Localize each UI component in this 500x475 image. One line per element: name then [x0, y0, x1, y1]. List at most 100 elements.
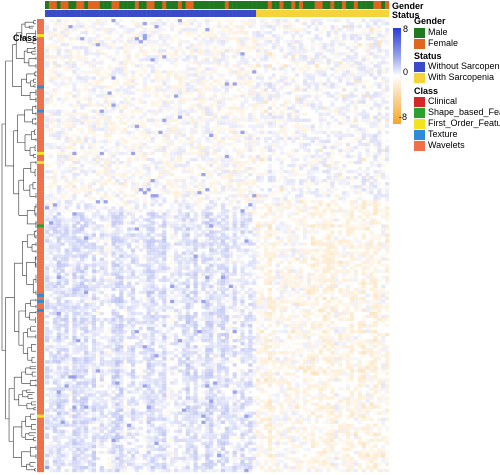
heatmap-cell	[322, 233, 327, 237]
heatmap-cell	[88, 145, 93, 150]
heatmap-cell	[76, 227, 81, 231]
heatmap-cell	[279, 157, 284, 162]
heatmap-cell	[60, 25, 65, 29]
heatmap-cell	[353, 251, 358, 255]
heatmap-cell	[162, 212, 167, 216]
heatmap-cell	[68, 248, 73, 252]
heatmap-cell	[84, 46, 89, 50]
heatmap-cell	[193, 73, 198, 77]
heatmap-cell	[330, 251, 335, 255]
heatmap-cell	[64, 236, 69, 240]
heatmap-cell	[310, 73, 315, 77]
heatmap-cell	[291, 148, 296, 153]
heatmap-cell	[252, 40, 257, 44]
heatmap-cell	[185, 260, 190, 264]
heatmap-cell	[52, 209, 57, 213]
heatmap-cell	[275, 191, 280, 195]
heatmap-cell	[162, 166, 167, 171]
heatmap-cell	[232, 224, 237, 228]
heatmap-cell	[381, 115, 386, 119]
heatmap-cell	[209, 88, 214, 92]
heatmap-cell	[119, 91, 124, 95]
heatmap-cell	[201, 76, 206, 80]
heatmap-cell	[346, 19, 351, 23]
heatmap-cell	[271, 251, 276, 255]
heatmap-cell	[377, 242, 382, 246]
heatmap-cell	[217, 197, 222, 201]
heatmap-cell	[146, 109, 151, 113]
heatmap-cell	[283, 97, 288, 101]
heatmap-cell	[303, 260, 308, 264]
heatmap-cell	[80, 76, 85, 80]
heatmap-cell	[189, 254, 194, 258]
heatmap-cell	[64, 34, 69, 38]
heatmap-cell	[209, 245, 214, 249]
heatmap-cell	[91, 109, 97, 113]
heatmap-cell	[107, 145, 112, 150]
heatmap-cell	[322, 163, 327, 168]
heatmap-cell	[154, 91, 159, 95]
heatmap-cell	[244, 148, 249, 153]
heatmap-cell	[283, 109, 288, 113]
heatmap-cell	[99, 103, 104, 107]
heatmap-cell	[275, 145, 280, 150]
heatmap-cell	[170, 215, 175, 219]
heatmap-cell	[142, 254, 147, 258]
heatmap-cell	[134, 173, 140, 177]
heatmap-cell	[224, 85, 229, 89]
heatmap-cell	[263, 97, 269, 101]
heatmap-cell	[146, 185, 151, 189]
heatmap-cell	[131, 133, 136, 137]
heatmap-cell	[361, 245, 366, 249]
heatmap-cell	[209, 73, 214, 77]
heatmap-cell	[123, 70, 128, 74]
heatmap-cell	[295, 257, 300, 261]
heatmap-cell	[318, 191, 323, 195]
heatmap-cell	[279, 49, 284, 53]
heatmap-cell	[232, 79, 237, 83]
heatmap-cell	[365, 34, 370, 38]
heatmap-cell	[287, 58, 292, 62]
heatmap-cell	[377, 139, 382, 144]
heatmap-cell	[244, 91, 249, 95]
heatmap-cell	[166, 188, 171, 192]
heatmap-cell	[45, 31, 50, 35]
heatmap-cell	[95, 40, 100, 44]
heatmap-cell	[88, 221, 93, 225]
heatmap-cell	[60, 242, 65, 246]
heatmap-cell	[91, 163, 97, 168]
heatmap-cell	[213, 197, 218, 201]
heatmap-cell	[295, 239, 300, 243]
heatmap-cell	[76, 79, 81, 83]
heatmap-cell	[52, 94, 57, 98]
heatmap-cell	[45, 100, 50, 104]
heatmap-cell	[209, 236, 214, 240]
heatmap-cell	[279, 224, 284, 228]
heatmap-cell	[256, 61, 261, 65]
heatmap-cell	[365, 154, 370, 159]
heatmap-cell	[91, 133, 97, 137]
heatmap-cell	[201, 133, 206, 137]
heatmap-cell	[306, 188, 312, 192]
heatmap-cell	[232, 209, 237, 213]
heatmap-cell	[232, 136, 237, 140]
heatmap-cell	[60, 115, 65, 119]
heatmap-cell	[299, 257, 304, 261]
heatmap-cell	[369, 185, 374, 189]
heatmap-cell	[236, 61, 241, 65]
heatmap-cell	[373, 245, 378, 249]
heatmap-cell	[111, 254, 116, 258]
heatmap-cell	[205, 130, 210, 134]
heatmap-cell	[213, 254, 218, 258]
heatmap-cell	[357, 245, 362, 249]
heatmap-cell	[205, 257, 210, 261]
heatmap-cell	[95, 73, 100, 77]
heatmap-cell	[111, 70, 116, 74]
heatmap-cell	[299, 22, 304, 26]
heatmap-cell	[236, 194, 241, 198]
heatmap-cell	[201, 145, 206, 150]
heatmap-cell	[299, 55, 304, 59]
heatmap-cell	[52, 224, 57, 228]
heatmap-cell	[80, 61, 85, 65]
heatmap-cell	[228, 163, 233, 168]
